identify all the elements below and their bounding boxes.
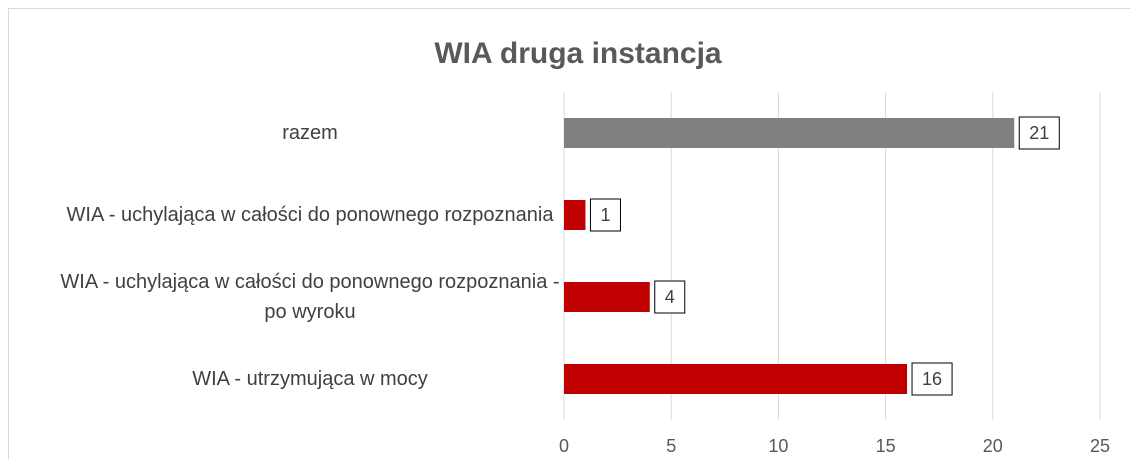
value-label-box — [589, 198, 621, 232]
x-tick-label: 15 — [876, 436, 896, 456]
y-tick-label: WIA - utrzymująca w mocy — [192, 368, 428, 390]
x-tick-label: 0 — [559, 436, 569, 456]
value-label: 16 — [922, 369, 942, 389]
bar — [564, 118, 1015, 148]
y-tick-label: razem — [282, 122, 338, 144]
y-tick-label: WIA - uchylająca w całości do ponownego … — [66, 204, 554, 226]
x-tick-label: 10 — [768, 436, 788, 456]
value-label: 1 — [600, 205, 610, 225]
value-label: 4 — [665, 287, 675, 307]
chart-title: WIA druga instancja — [434, 37, 722, 70]
chart-border — [8, 8, 1130, 459]
y-tick-label: WIA - uchylająca w całości do ponownego … — [60, 271, 560, 323]
value-label-box — [1018, 116, 1060, 150]
value-label: 21 — [1029, 123, 1049, 143]
bar — [564, 200, 586, 230]
value-label-box — [654, 280, 686, 314]
bar — [564, 282, 650, 312]
x-tick-label: 20 — [983, 436, 1003, 456]
bar — [564, 364, 908, 394]
x-tick-label: 25 — [1090, 436, 1110, 456]
x-tick-label: 5 — [666, 436, 676, 456]
value-label-box — [911, 362, 953, 396]
